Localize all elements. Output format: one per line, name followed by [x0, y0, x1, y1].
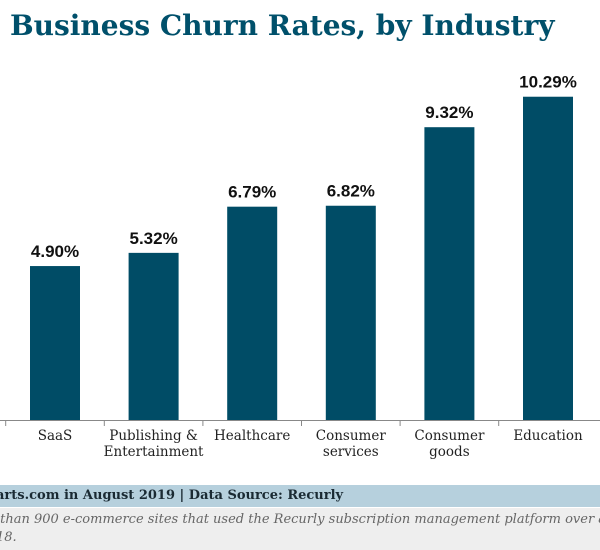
value-label-4: 9.32% [425, 103, 473, 122]
bar-5 [523, 96, 573, 420]
value-label-2: 6.79% [228, 183, 276, 202]
bar-2 [227, 206, 278, 420]
value-label-0: 4.90% [31, 242, 79, 261]
bar-1 [128, 252, 179, 420]
source-text: arts.com in August 2019 | Data Source: R… [0, 488, 344, 503]
bar-chart: 4.90% 5.32% 6.79% 6.82% 9.32% 10.29% SaaS Publ… [0, 73, 600, 460]
source-bar: arts.com in August 2019 | Data Source: R… [0, 485, 600, 507]
value-label-5: 10.29% [519, 73, 577, 92]
footnote-line-1: than 900 e-commerce sites that used the … [0, 512, 600, 527]
category-label-2: Healthcare [214, 428, 290, 444]
value-label-1: 5.32% [129, 229, 177, 248]
footnote-line-2: 18. [0, 530, 17, 545]
category-label-0: SaaS [38, 428, 73, 444]
value-label-3: 6.82% [327, 182, 375, 201]
category-label-4: Consumer goods [414, 428, 485, 460]
chart-title: Business Churn Rates, by Industry [10, 9, 555, 42]
category-label-3: Consumer services [316, 428, 387, 460]
bar-4 [424, 127, 475, 421]
bar-0 [30, 266, 80, 420]
footnote: than 900 e-commerce sites that used the … [0, 508, 600, 550]
bar-3 [325, 205, 376, 420]
category-label-5: Education [513, 428, 583, 444]
category-label-1: Publishing & Entertainment [104, 428, 204, 460]
